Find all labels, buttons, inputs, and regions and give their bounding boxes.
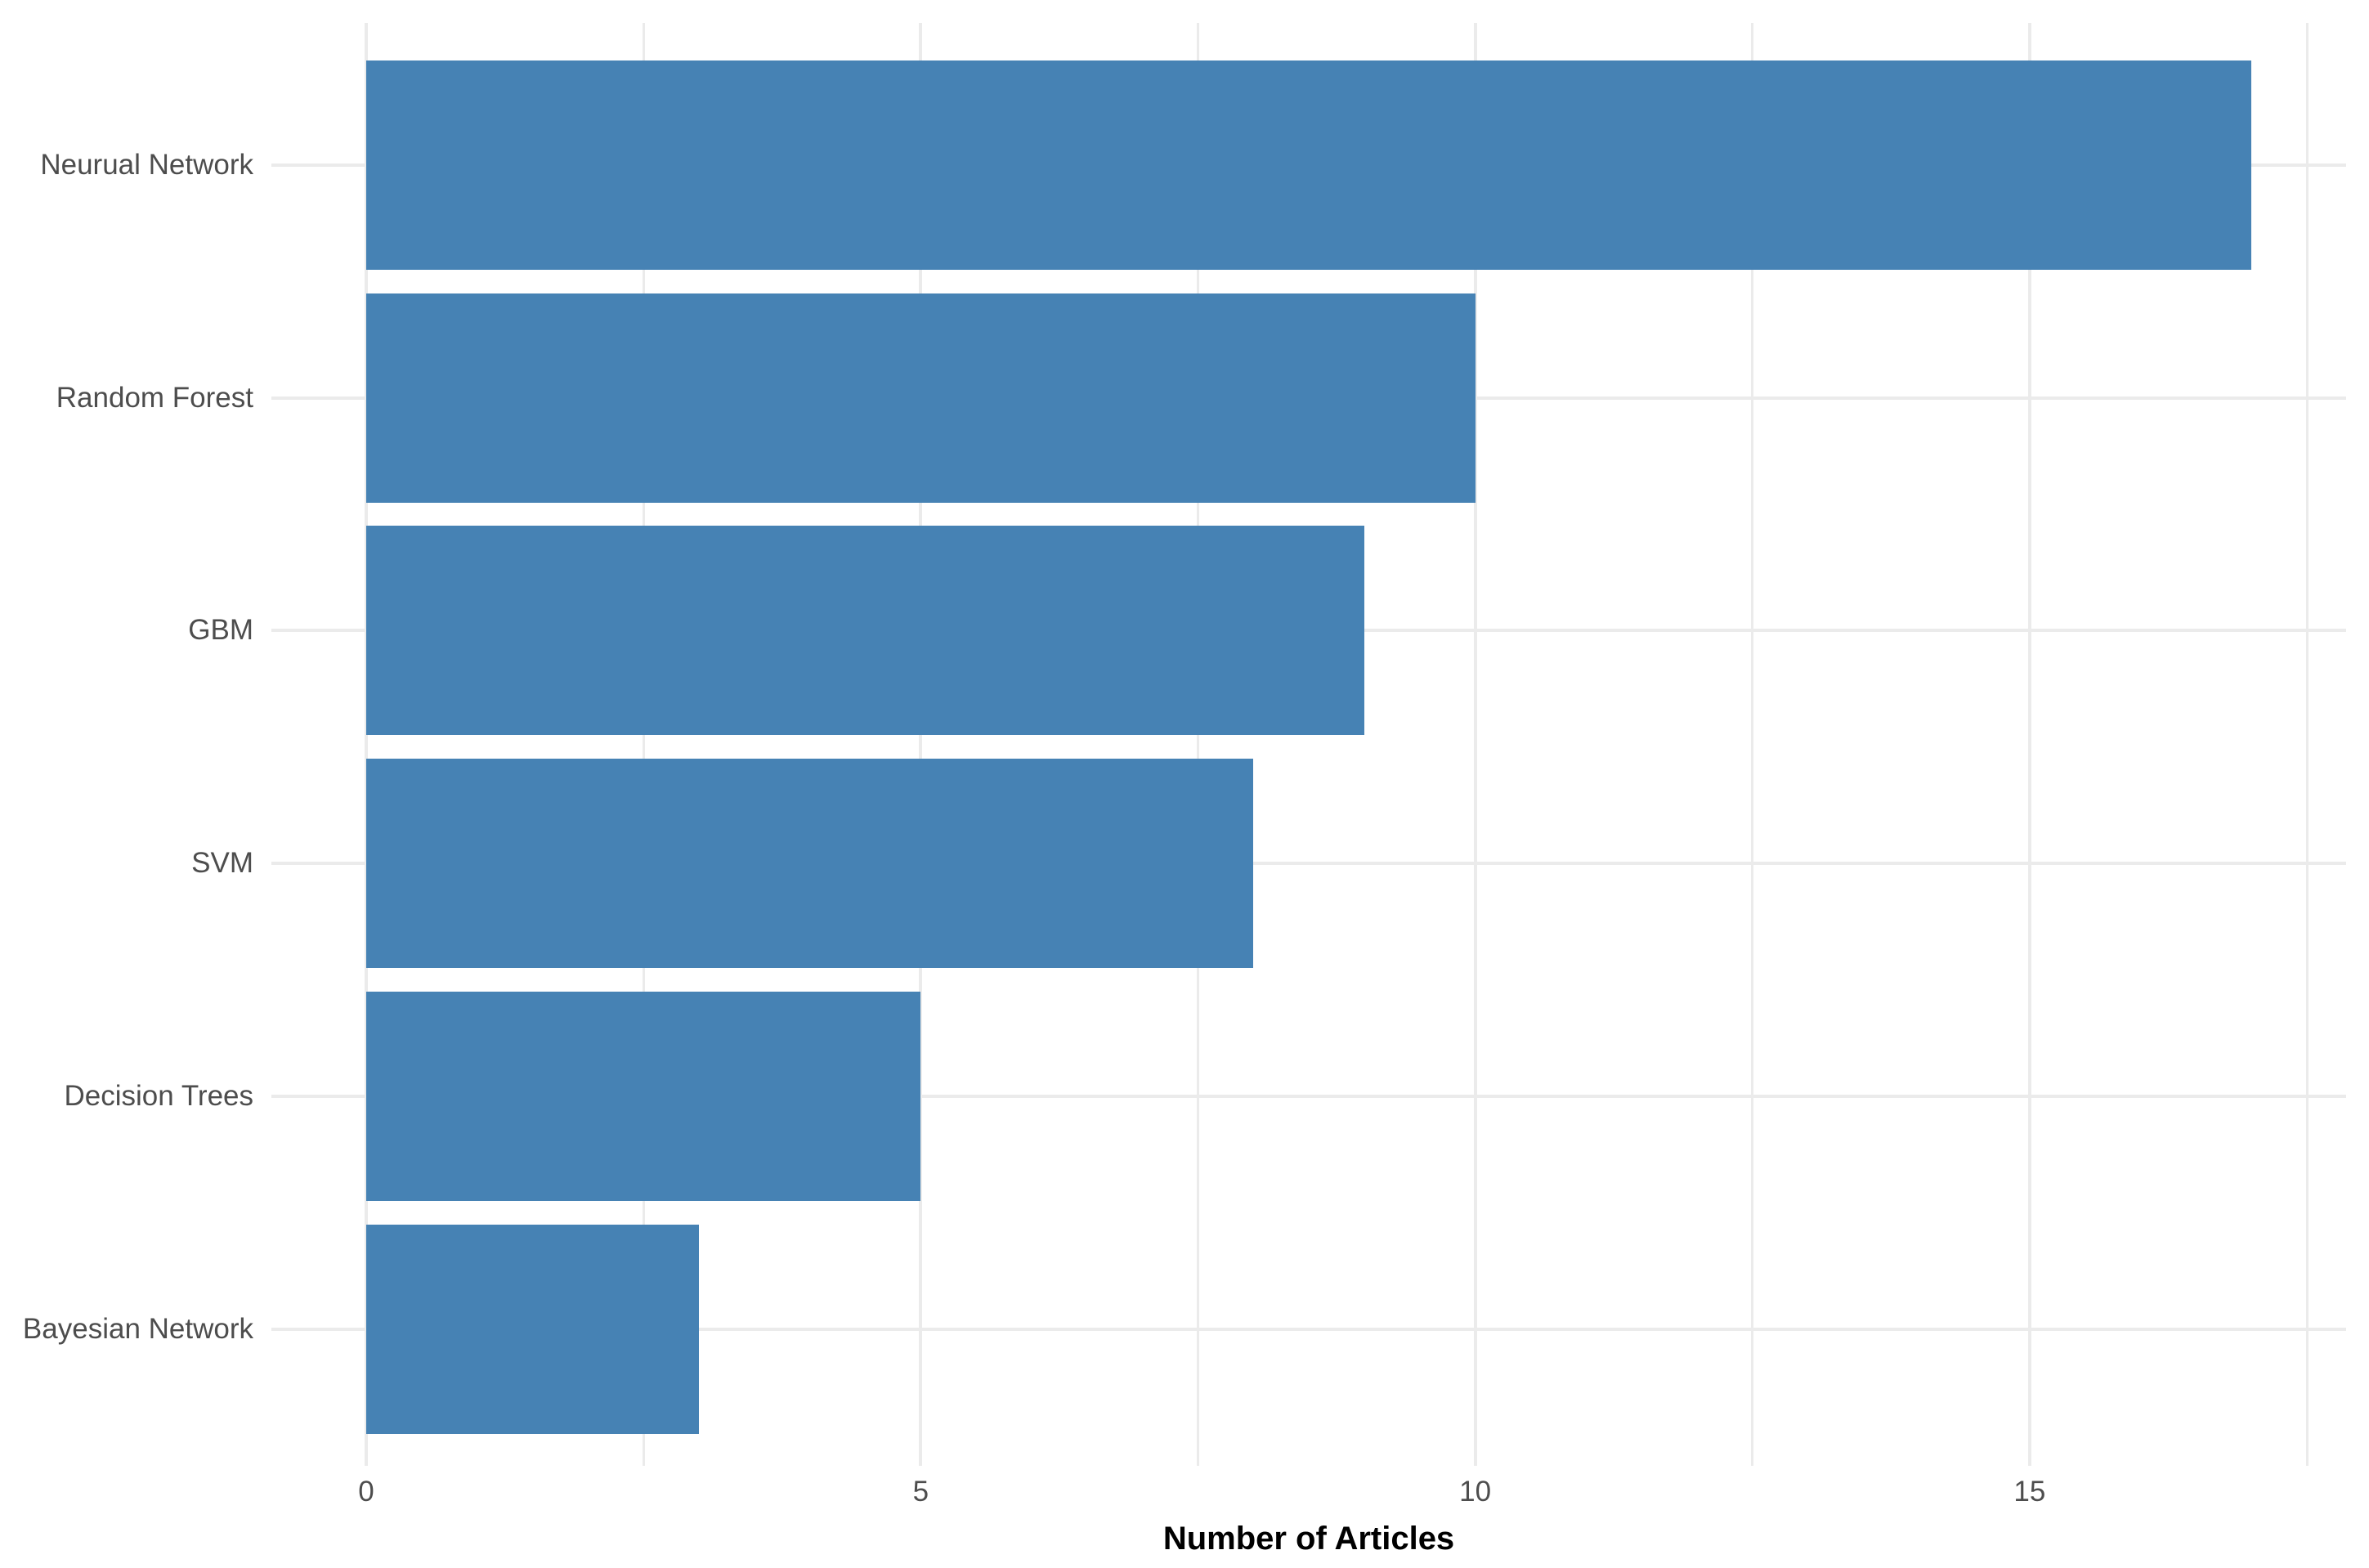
x-major-gridline bbox=[365, 23, 368, 1466]
y-axis-label: SVM bbox=[191, 847, 253, 880]
plot-panel bbox=[271, 23, 2346, 1466]
y-axis-label: Bayesian Network bbox=[22, 1312, 253, 1345]
y-axis-label: Decision Trees bbox=[64, 1079, 253, 1112]
x-major-gridline bbox=[2027, 23, 2031, 1466]
x-axis-title: Number of Articles bbox=[1162, 1521, 1455, 1557]
x-tick-label: 10 bbox=[1459, 1476, 1492, 1508]
bar-bayesian-network bbox=[366, 1224, 699, 1434]
y-axis-label: Neurual Network bbox=[40, 149, 253, 181]
y-axis-label: GBM bbox=[188, 614, 253, 647]
x-minor-gridline bbox=[1751, 23, 1754, 1466]
x-major-gridline bbox=[1473, 23, 1477, 1466]
bar-random-forest bbox=[366, 293, 1476, 503]
bar-neurual-network bbox=[366, 60, 2252, 270]
bar-svm bbox=[366, 759, 1254, 969]
y-major-gridline bbox=[271, 862, 2346, 866]
x-major-gridline bbox=[919, 23, 923, 1466]
x-tick-label: 0 bbox=[358, 1476, 374, 1508]
y-major-gridline bbox=[271, 1094, 2346, 1098]
y-major-gridline bbox=[271, 1327, 2346, 1331]
bar-decision-trees bbox=[366, 991, 921, 1201]
bar-gbm bbox=[366, 526, 1364, 736]
x-tick-label: 5 bbox=[912, 1476, 929, 1508]
x-tick-label: 15 bbox=[2013, 1476, 2046, 1508]
x-minor-gridline bbox=[2305, 23, 2309, 1466]
x-minor-gridline bbox=[1196, 23, 1199, 1466]
y-axis-label: Random Forest bbox=[56, 381, 253, 414]
x-minor-gridline bbox=[642, 23, 645, 1466]
